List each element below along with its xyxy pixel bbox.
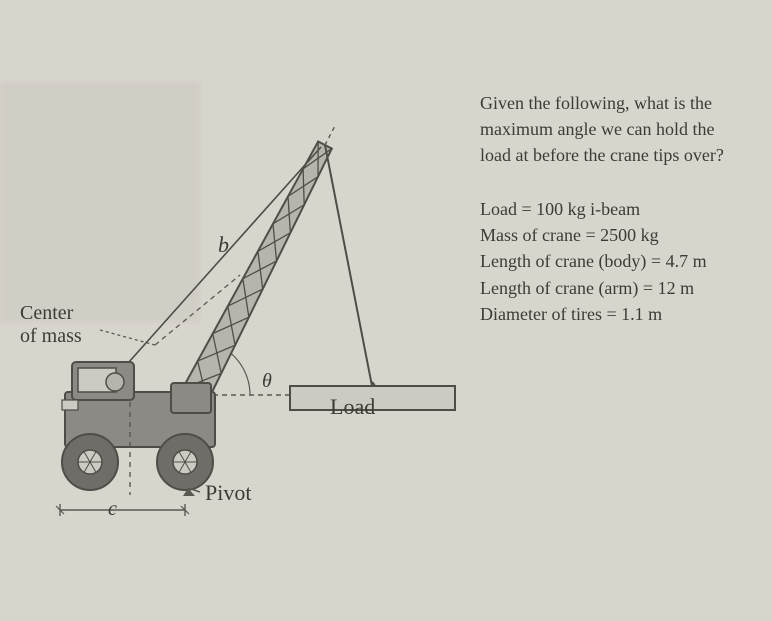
label-center-of-mass-text: Centerof mass bbox=[20, 302, 82, 347]
problem-text: Given the following, what is the maximum… bbox=[470, 0, 772, 621]
question-text: Given the following, what is the maximum… bbox=[480, 90, 742, 168]
parameter-line: Length of crane (body) = 4.7 m bbox=[480, 248, 742, 274]
label-load: Load bbox=[330, 394, 375, 420]
parameter-line: Load = 100 kg i-beam bbox=[480, 196, 742, 222]
label-pivot: Pivot bbox=[205, 480, 251, 506]
label-base: c bbox=[108, 498, 117, 521]
label-boom-length: b bbox=[218, 232, 229, 258]
parameter-line: Diameter of tires = 1.1 m bbox=[480, 301, 742, 327]
diagram-pane: Centerof mass b θ Load Pivot c bbox=[0, 0, 470, 621]
page: Centerof mass b θ Load Pivot c Given the… bbox=[0, 0, 772, 621]
label-center-of-mass: Centerof mass bbox=[20, 302, 82, 348]
label-angle: θ bbox=[262, 370, 272, 393]
parameters-list: Load = 100 kg i-beamMass of crane = 2500… bbox=[480, 196, 742, 326]
parameter-line: Length of crane (arm) = 12 m bbox=[480, 275, 742, 301]
parameter-line: Mass of crane = 2500 kg bbox=[480, 222, 742, 248]
